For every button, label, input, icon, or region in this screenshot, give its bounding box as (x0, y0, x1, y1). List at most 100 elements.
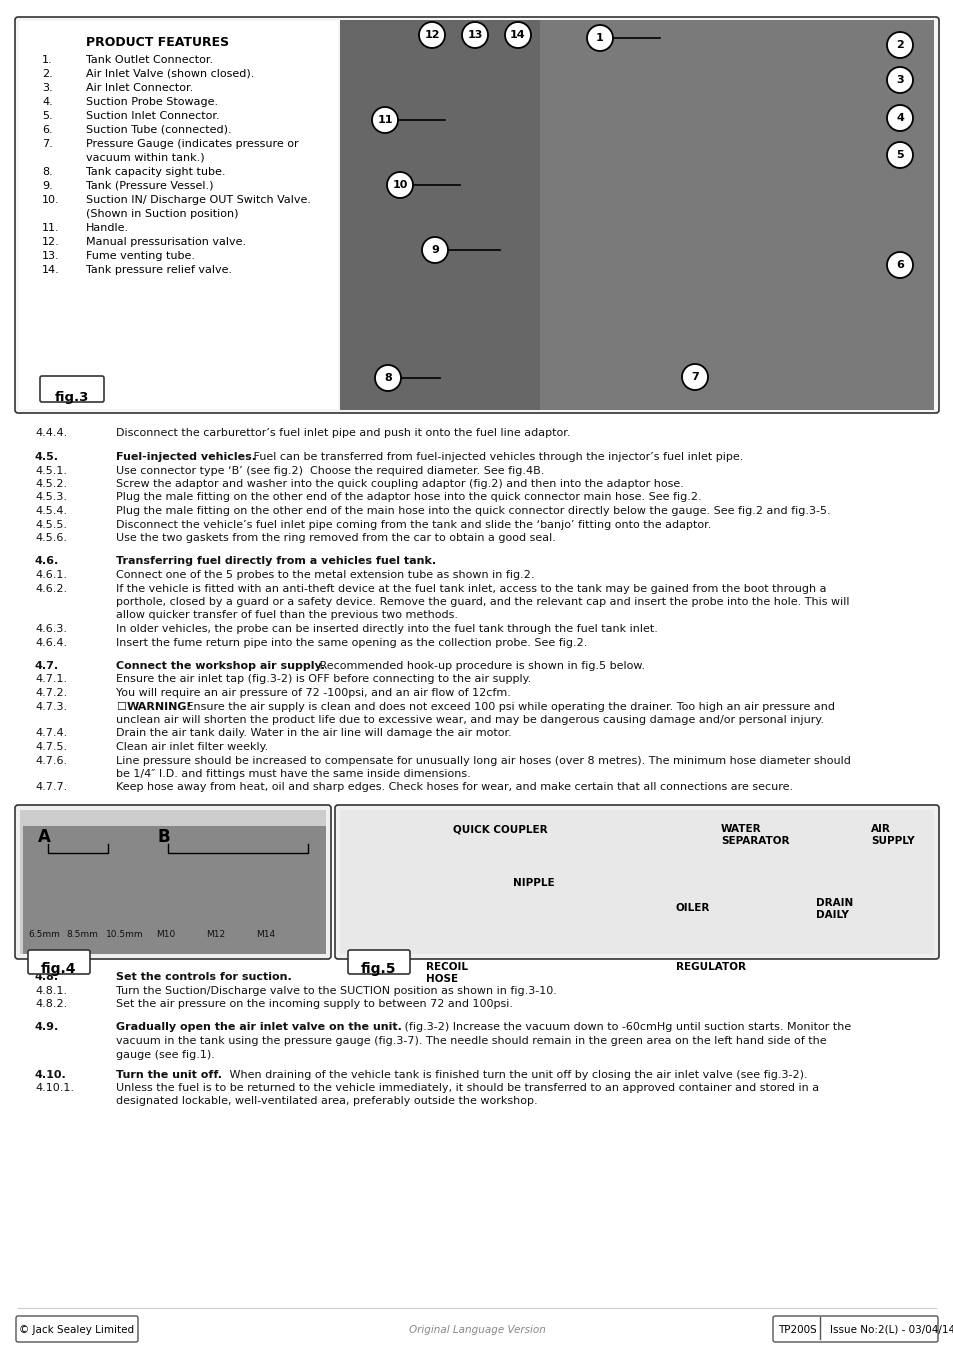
Text: Tank Outlet Connector.: Tank Outlet Connector. (86, 55, 213, 65)
Text: 11.: 11. (42, 223, 59, 234)
Text: 4.5.3.: 4.5.3. (35, 493, 67, 502)
Text: 4.5.5.: 4.5.5. (35, 520, 67, 529)
Text: Set the air pressure on the incoming supply to between 72 and 100psi.: Set the air pressure on the incoming sup… (116, 999, 513, 1008)
Text: If the vehicle is fitted with an anti-theft device at the fuel tank inlet, acces: If the vehicle is fitted with an anti-th… (116, 583, 825, 594)
Text: ☐: ☐ (116, 702, 126, 711)
FancyBboxPatch shape (15, 18, 938, 413)
Circle shape (375, 364, 400, 391)
Text: 14: 14 (510, 30, 525, 40)
FancyBboxPatch shape (16, 1316, 138, 1342)
Text: 13.: 13. (42, 251, 59, 261)
Text: Suction IN/ Discharge OUT Switch Valve.: Suction IN/ Discharge OUT Switch Valve. (86, 194, 311, 205)
Text: 12.: 12. (42, 238, 60, 247)
Text: Suction Probe Stowage.: Suction Probe Stowage. (86, 97, 218, 107)
Text: 7: 7 (690, 373, 699, 382)
Text: 14.: 14. (42, 265, 60, 275)
Text: PRODUCT FEATURES: PRODUCT FEATURES (86, 36, 229, 49)
Text: Disconnect the vehicle’s fuel inlet pipe coming from the tank and slide the ‘ban: Disconnect the vehicle’s fuel inlet pipe… (116, 520, 711, 529)
Text: Handle.: Handle. (86, 223, 129, 234)
Text: 8: 8 (384, 373, 392, 383)
Text: Drain the air tank daily. Water in the air line will damage the air motor.: Drain the air tank daily. Water in the a… (116, 729, 511, 738)
Text: QUICK COUPLER: QUICK COUPLER (453, 824, 547, 834)
Text: 3: 3 (895, 76, 902, 85)
Text: B: B (158, 828, 171, 846)
Text: 4.5.1.: 4.5.1. (35, 466, 67, 475)
Text: fig.5: fig.5 (361, 963, 396, 976)
Text: gauge (see fig.1).: gauge (see fig.1). (116, 1049, 214, 1060)
Text: (fig.3-2) Increase the vacuum down to -60cmHg until suction starts. Monitor the: (fig.3-2) Increase the vacuum down to -6… (400, 1022, 850, 1033)
Text: 9: 9 (431, 244, 438, 255)
Bar (339, 20, 539, 410)
Text: 2.: 2. (42, 69, 52, 80)
Text: NIPPLE: NIPPLE (513, 878, 554, 888)
Text: 4.5.: 4.5. (35, 452, 59, 462)
Text: Suction Inlet Connector.: Suction Inlet Connector. (86, 111, 219, 122)
Text: REGULATOR: REGULATOR (676, 963, 745, 972)
Text: Disconnect the carburettor’s fuel inlet pipe and push it onto the fuel line adap: Disconnect the carburettor’s fuel inlet … (116, 428, 570, 437)
Text: (Shown in Suction position): (Shown in Suction position) (86, 209, 238, 219)
Text: TP200S: TP200S (777, 1324, 816, 1335)
Circle shape (886, 68, 912, 93)
Text: © Jack Sealey Limited: © Jack Sealey Limited (19, 1324, 134, 1335)
Text: Unless the fuel is to be returned to the vehicle immediately, it should be trans: Unless the fuel is to be returned to the… (116, 1083, 819, 1094)
Text: unclean air will shorten the product life due to excessive wear, and may be dang: unclean air will shorten the product lif… (116, 716, 823, 725)
Circle shape (886, 252, 912, 278)
Text: RECOIL
HOSE: RECOIL HOSE (426, 963, 468, 984)
Text: Tank capacity sight tube.: Tank capacity sight tube. (86, 167, 225, 177)
Text: Ensure the air supply is clean and does not exceed 100 psi while operating the d: Ensure the air supply is clean and does … (183, 702, 834, 711)
Text: 4.5.4.: 4.5.4. (35, 506, 67, 516)
Bar (339, 810, 933, 954)
Text: 3.: 3. (42, 82, 52, 93)
Text: Air Inlet Valve (shown closed).: Air Inlet Valve (shown closed). (86, 69, 254, 80)
Text: 2: 2 (895, 40, 902, 50)
Text: M10: M10 (156, 930, 175, 940)
Text: 4.7.2.: 4.7.2. (35, 688, 67, 698)
Text: Clean air inlet filter weekly.: Clean air inlet filter weekly. (116, 743, 268, 752)
FancyBboxPatch shape (335, 805, 938, 958)
Text: 4.8.2.: 4.8.2. (35, 999, 67, 1008)
Text: 4.8.1.: 4.8.1. (35, 986, 67, 995)
Text: 8.: 8. (42, 167, 52, 177)
Text: 5: 5 (895, 150, 902, 161)
Text: 7.: 7. (42, 139, 52, 148)
Text: Recommended hook-up procedure is shown in fig.5 below.: Recommended hook-up procedure is shown i… (315, 662, 644, 671)
Text: 4.7.7.: 4.7.7. (35, 783, 67, 792)
Text: Set the controls for suction.: Set the controls for suction. (116, 972, 292, 981)
Text: 1.: 1. (42, 55, 52, 65)
Text: Tank (Pressure Vessel.): Tank (Pressure Vessel.) (86, 181, 213, 190)
Text: WATER
SEPARATOR: WATER SEPARATOR (720, 824, 789, 846)
Circle shape (886, 142, 912, 167)
Text: Insert the fume return pipe into the same opening as the collection probe. See f: Insert the fume return pipe into the sam… (116, 637, 587, 648)
Text: 11: 11 (376, 115, 393, 126)
Text: Original Language Version: Original Language Version (408, 1324, 545, 1335)
Text: designated lockable, well-ventilated area, preferably outside the workshop.: designated lockable, well-ventilated are… (116, 1096, 537, 1107)
Text: Gradually open the air inlet valve on the unit.: Gradually open the air inlet valve on th… (116, 1022, 401, 1033)
Text: 8.5mm: 8.5mm (66, 930, 98, 940)
Text: Turn the Suction/Discharge valve to the SUCTION position as shown in fig.3-10.: Turn the Suction/Discharge valve to the … (116, 986, 557, 995)
Text: Connect the workshop air supply.: Connect the workshop air supply. (116, 662, 325, 671)
Text: Plug the male fitting on the other end of the adaptor hose into the quick connec: Plug the male fitting on the other end o… (116, 493, 700, 502)
Text: 4.8.: 4.8. (35, 972, 59, 981)
Text: 6.: 6. (42, 126, 52, 135)
Text: Use connector type ‘B’ (see fig.2)  Choose the required diameter. See fig.4B.: Use connector type ‘B’ (see fig.2) Choos… (116, 466, 544, 475)
Text: 4.9.: 4.9. (35, 1022, 59, 1033)
FancyBboxPatch shape (348, 950, 410, 973)
Text: 4.4.4.: 4.4.4. (35, 428, 67, 437)
Circle shape (886, 105, 912, 131)
Text: 4.5.2.: 4.5.2. (35, 479, 67, 489)
Text: 10.5mm: 10.5mm (106, 930, 144, 940)
Text: 4: 4 (895, 113, 903, 123)
Text: 4.6.: 4.6. (35, 556, 59, 567)
Text: 4.6.3.: 4.6.3. (35, 624, 67, 634)
Text: 10: 10 (392, 180, 407, 190)
Text: 6: 6 (895, 261, 903, 270)
Text: A: A (38, 828, 51, 846)
Text: 10.: 10. (42, 194, 59, 205)
Text: 6.5mm: 6.5mm (28, 930, 60, 940)
Text: AIR
SUPPLY: AIR SUPPLY (870, 824, 914, 846)
Text: 12: 12 (424, 30, 439, 40)
Bar (20, 810, 326, 954)
Text: Transferring fuel directly from a vehicles fuel tank.: Transferring fuel directly from a vehicl… (116, 556, 436, 567)
Text: 13: 13 (467, 30, 482, 40)
Text: 4.7.1.: 4.7.1. (35, 675, 67, 684)
